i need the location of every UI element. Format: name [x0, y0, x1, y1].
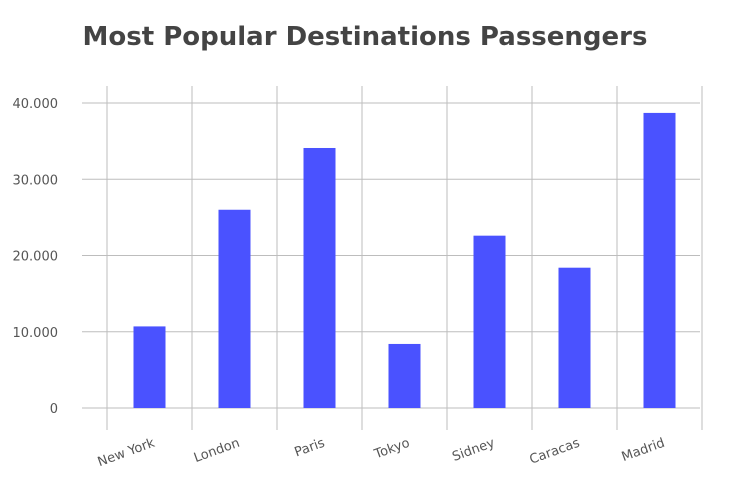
- x-tick-label: Sidney: [450, 436, 497, 465]
- x-tick-label: London: [192, 436, 242, 466]
- bar: [133, 326, 166, 408]
- bar: [643, 112, 676, 408]
- x-tick-label: Madrid: [620, 436, 667, 465]
- y-tick-label: 40.000: [13, 97, 59, 112]
- bar: [473, 235, 506, 408]
- bar: [388, 343, 421, 408]
- x-tick-label: Tokyo: [372, 436, 412, 463]
- bar: [558, 267, 591, 408]
- x-axis-ticks: New York London Paris Tokyo Sidney Caracas Mad…: [96, 436, 667, 471]
- chart-title: Most Popular Destinations Passengers: [82, 22, 648, 52]
- y-tick-label: 20.000: [13, 250, 59, 265]
- x-tick-label: Caracas: [528, 436, 582, 468]
- x-tick-label: Paris: [293, 436, 327, 461]
- y-tick-label: 30.000: [13, 173, 59, 188]
- x-tick-label: New York: [96, 436, 158, 471]
- bars: [133, 112, 676, 409]
- grid-lines: [82, 86, 703, 430]
- y-tick-label: 0: [50, 402, 58, 417]
- y-axis-ticks: 0 10.000 20.000 30.000 40.000: [13, 97, 59, 417]
- bar: [218, 209, 251, 408]
- y-tick-label: 10.000: [13, 326, 59, 341]
- bar: [303, 147, 336, 409]
